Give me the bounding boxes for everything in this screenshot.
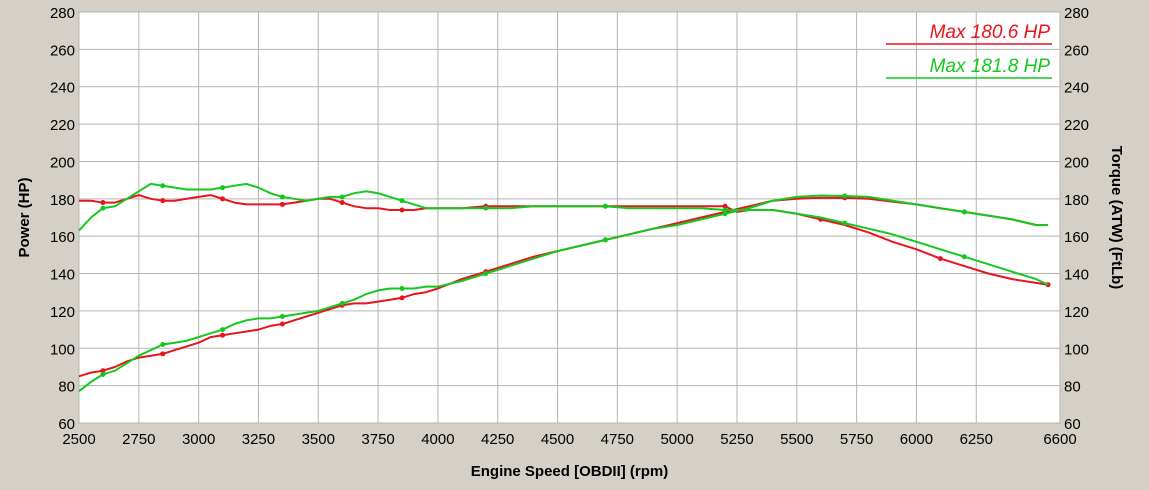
- data-point: [722, 207, 728, 213]
- y-tick-label-left: 280: [50, 5, 75, 22]
- data-point: [602, 203, 608, 209]
- x-tick-label: 4000: [421, 431, 454, 448]
- y-tick-label-left: 140: [50, 267, 75, 284]
- y-tick-label-right: 160: [1064, 229, 1089, 246]
- data-point: [483, 205, 489, 211]
- data-point: [100, 368, 106, 374]
- data-point: [160, 342, 166, 348]
- x-tick-label: 6600: [1043, 431, 1076, 448]
- series-line-torque-3: [78, 182, 1049, 286]
- x-tick-label: 5500: [780, 431, 813, 448]
- y-tick-label-left: 60: [58, 416, 75, 433]
- x-tick-label: 6000: [900, 431, 933, 448]
- y-tick-label-left: 80: [58, 379, 75, 396]
- data-point: [483, 271, 489, 277]
- legend-entry-run1: Max 180.6 HP: [930, 22, 1051, 43]
- y-tick-label-left: 120: [50, 304, 75, 321]
- y-tick-label-right: 120: [1064, 304, 1089, 321]
- data-point: [160, 183, 166, 189]
- y-tick-label-left: 200: [50, 154, 75, 171]
- x-tick-label: 4750: [601, 431, 634, 448]
- y-tick-label-right: 260: [1064, 42, 1089, 59]
- x-tick-label: 5750: [840, 431, 873, 448]
- data-point: [399, 198, 405, 204]
- series-line-power-0: [78, 196, 1048, 378]
- data-point: [279, 321, 285, 327]
- y-tick-label-left: 220: [50, 117, 75, 134]
- data-point: [339, 200, 345, 206]
- y-tick-label-left: 240: [50, 80, 75, 97]
- x-tick-labels: 2500 2750 3000 3250 3500 3750 4000 4250 4500 4750…: [62, 431, 1076, 448]
- data-point: [100, 205, 106, 211]
- y-tick-label-right: 200: [1064, 154, 1089, 171]
- data-point: [279, 314, 285, 320]
- data-point: [220, 332, 226, 338]
- data-point: [842, 193, 848, 199]
- x-tick-label: 6250: [960, 431, 993, 448]
- series-line-torque-1: [79, 194, 1049, 286]
- data-point: [399, 295, 405, 301]
- data-point: [220, 185, 226, 191]
- x-tick-label: 4250: [481, 431, 514, 448]
- data-point: [961, 209, 967, 215]
- y-tick-label-left: 160: [50, 229, 75, 246]
- data-point: [160, 351, 166, 357]
- data-point: [100, 200, 106, 206]
- y-tick-label-right: 220: [1064, 117, 1089, 134]
- y-tick-label-left: 180: [50, 192, 75, 209]
- y-tick-label-left: 260: [50, 42, 75, 59]
- y-tick-label-right: 140: [1064, 267, 1089, 284]
- x-tick-label: 3500: [302, 431, 335, 448]
- data-point: [339, 194, 345, 200]
- y-tick-label-right: 180: [1064, 192, 1089, 209]
- x-tick-label: 3250: [242, 431, 275, 448]
- data-point: [722, 203, 728, 209]
- data-point: [722, 211, 728, 217]
- data-point: [842, 220, 848, 226]
- y-tick-label-right: 60: [1064, 416, 1081, 433]
- y-tick-label-left: 100: [50, 341, 75, 358]
- y-tick-labels-right: 60 80 100 120 140 160 180 200 220 240 260 280: [1064, 5, 1089, 433]
- data-point: [399, 207, 405, 213]
- x-axis-title: Engine Speed [OBDII] (rpm): [471, 463, 669, 480]
- series-line-power-2: [78, 194, 1048, 392]
- plot-area: [78, 11, 1061, 424]
- y-tick-label-right: 100: [1064, 341, 1089, 358]
- y-tick-labels-left: 60 80 100 120 140 160 180 200 220 240 260 280: [50, 5, 75, 433]
- data-point: [220, 196, 226, 202]
- y-tick-label-right: 240: [1064, 80, 1089, 97]
- x-tick-label: 3000: [182, 431, 215, 448]
- legend-entry-run2: Max 181.8 HP: [930, 56, 1051, 77]
- x-tick-label: 2500: [62, 431, 95, 448]
- x-tick-label: 3750: [361, 431, 394, 448]
- legend: Max 180.6 HP Max 181.8 HP: [886, 22, 1052, 79]
- x-tick-label: 4500: [541, 431, 574, 448]
- x-tick-label: 5000: [660, 431, 693, 448]
- data-point: [220, 327, 226, 333]
- y-axis-title-right: Torque (ATW) (FtLb): [1108, 146, 1125, 290]
- data-point: [100, 371, 106, 377]
- x-tick-label: 2750: [122, 431, 155, 448]
- series-lines: [78, 182, 1051, 392]
- y-tick-label-right: 280: [1064, 5, 1089, 22]
- data-point: [339, 300, 345, 306]
- data-point: [279, 194, 285, 200]
- data-point: [961, 254, 967, 260]
- y-tick-label-right: 80: [1064, 379, 1081, 396]
- x-tick-label: 5250: [720, 431, 753, 448]
- data-point: [279, 201, 285, 207]
- data-point: [399, 285, 405, 291]
- data-point: [160, 198, 166, 204]
- y-axis-title-left: Power (HP): [16, 177, 33, 257]
- data-point: [602, 237, 608, 243]
- data-point: [937, 256, 943, 262]
